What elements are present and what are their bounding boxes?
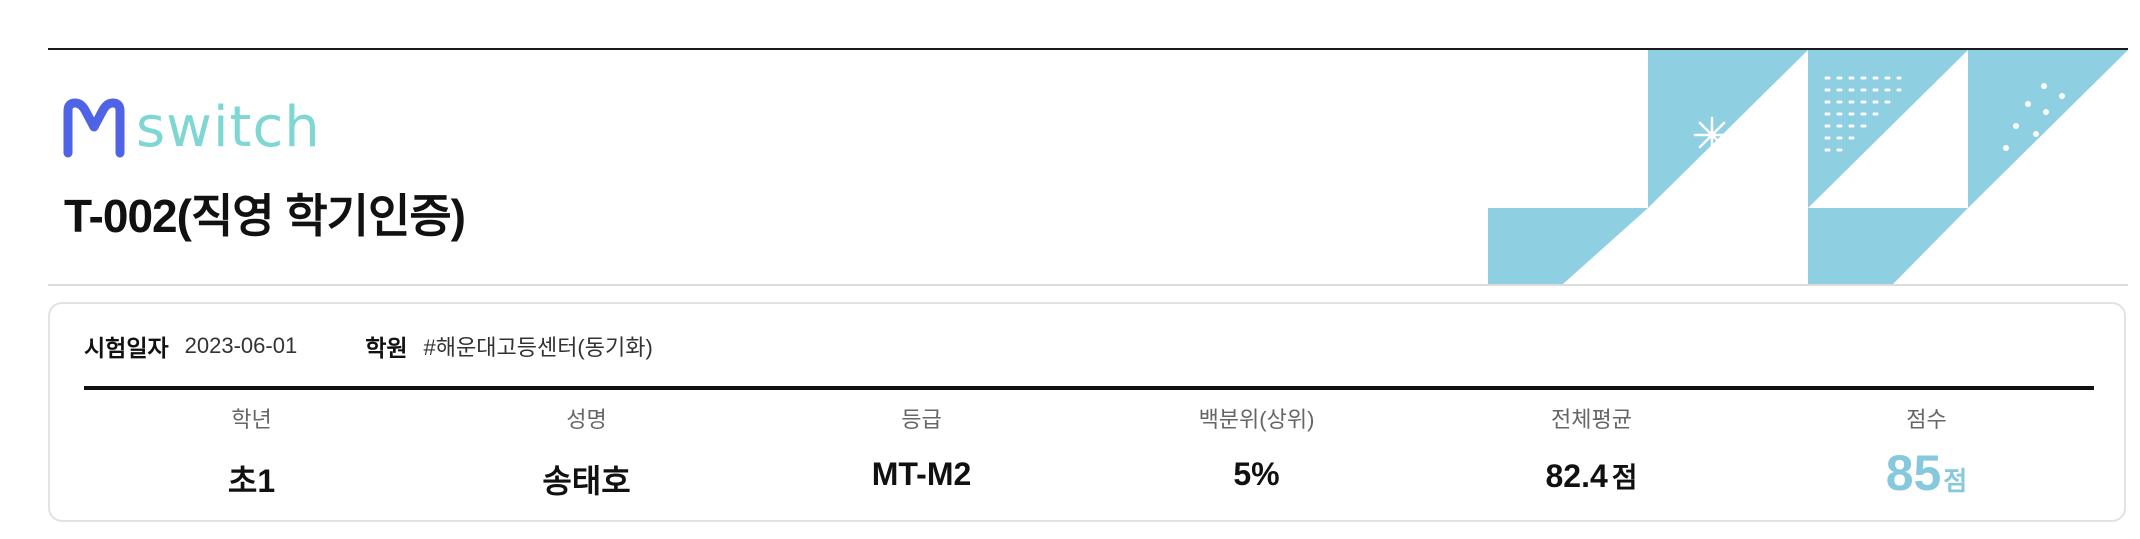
brand-logo-text: switch: [136, 95, 321, 160]
stat-average-unit: 점: [1611, 462, 1638, 493]
stat-score-value: 85: [1885, 445, 1942, 501]
stat-score-display: 85점: [1759, 444, 2094, 502]
top-divider: [48, 48, 2128, 50]
exam-date-value: 2023-06-01: [184, 333, 298, 358]
stat-score-label: 점수: [1906, 407, 1947, 432]
result-card: 시험일자 2023-06-01 학원 #해운대고등센터(동기화) 학년 초1 성…: [48, 302, 2126, 522]
brand-logo: switch: [60, 96, 321, 160]
card-divider: [84, 386, 2094, 390]
stat-average: 전체평균 82.4 점: [1424, 390, 1759, 520]
stat-percentile: 백분위(상위) 5%: [1089, 390, 1424, 520]
stat-percentile-value: 5%: [1233, 456, 1280, 492]
stat-average-label: 전체평균: [1551, 407, 1632, 432]
stat-level-label: 등급: [901, 407, 942, 432]
stat-average-value: 82.4: [1545, 458, 1608, 494]
stat-level: 등급 MT-M2: [754, 390, 1089, 520]
stat-score: 점수 85점: [1759, 390, 2094, 520]
academy-value: #해운대고등센터(동기화): [423, 335, 653, 360]
stat-percentile-label: 백분위(상위): [1198, 407, 1315, 432]
stat-name-label: 성명: [566, 407, 607, 432]
stat-average-display: 82.4 점: [1424, 456, 1759, 496]
stat-score-unit: 점: [1943, 466, 1968, 496]
stat-level-value: MT-M2: [871, 456, 972, 492]
exam-date-label: 시험일자: [84, 335, 169, 361]
report-title: T-002(직영 학기인증): [64, 190, 466, 242]
stats-row: 학년 초1 성명 송태호 등급 MT-M2 백분위(상위) 5% 전체평균 82…: [84, 390, 2094, 520]
stat-name-value: 송태호: [542, 463, 631, 499]
stat-grade-label: 학년: [231, 407, 272, 432]
stat-grade: 학년 초1: [84, 390, 419, 520]
stat-name: 성명 송태호: [419, 390, 754, 520]
stat-grade-value: 초1: [227, 463, 276, 499]
decorative-triangles-graphic: [1488, 50, 2128, 284]
header-divider: [48, 284, 2128, 286]
academy-label: 학원: [365, 335, 408, 361]
switch-m-logo-icon: [63, 98, 125, 158]
exam-info-row: 시험일자 2023-06-01 학원 #해운대고등센터(동기화): [84, 326, 653, 366]
